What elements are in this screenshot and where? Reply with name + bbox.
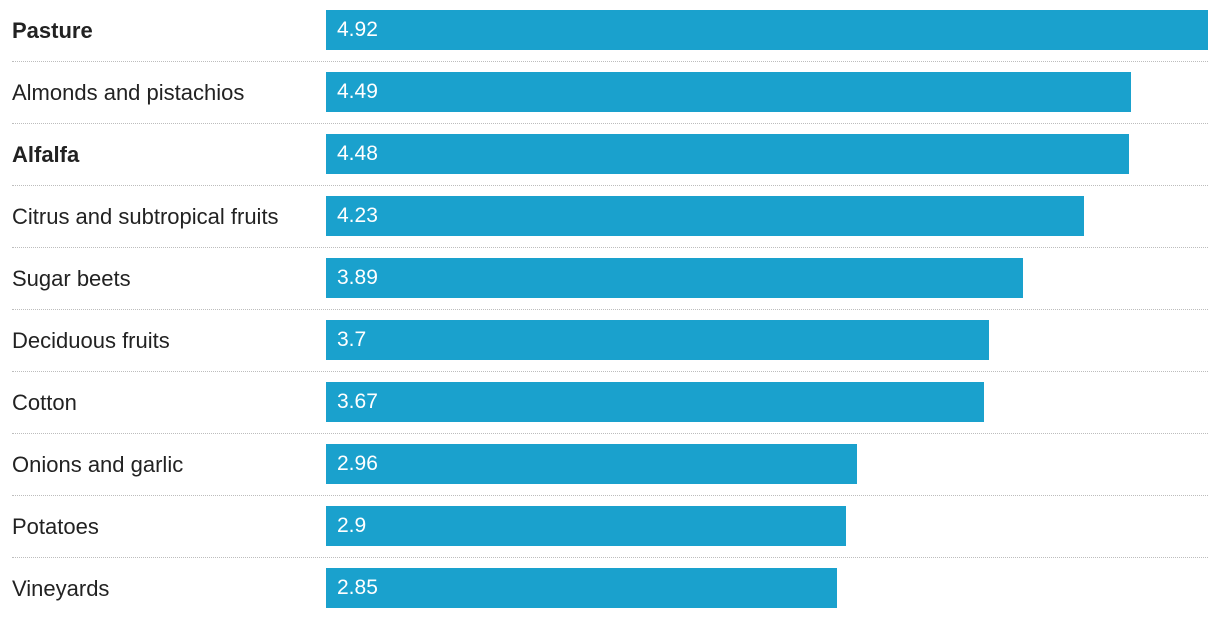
bar-value-label: 2.96 [337, 452, 378, 475]
bar-value-label: 2.85 [337, 576, 378, 599]
row-divider [12, 309, 1208, 310]
bar: 3.7 [326, 320, 989, 360]
bar-value-label: 4.48 [337, 142, 378, 165]
row-divider [12, 123, 1208, 124]
category-label: Deciduous fruits [12, 328, 170, 353]
category-label: Almonds and pistachios [12, 80, 245, 105]
chart-row: Deciduous fruits 3.7 [0, 310, 1208, 372]
row-divider [12, 495, 1208, 496]
row-divider [12, 433, 1208, 434]
bar-value-label: 2.9 [337, 514, 367, 537]
row-divider [12, 61, 1208, 62]
bar-value-label: 4.23 [337, 204, 378, 227]
chart-row: Almonds and pistachios 4.49 [0, 62, 1208, 124]
row-divider [12, 371, 1208, 372]
category-label: Alfalfa [12, 142, 80, 167]
category-label: Vineyards [12, 576, 110, 601]
bar: 4.23 [326, 196, 1084, 236]
category-label: Potatoes [12, 514, 99, 539]
bar: 2.96 [326, 444, 857, 484]
chart-row: Citrus and subtropical fruits 4.23 [0, 186, 1208, 248]
bar: 4.48 [326, 134, 1129, 174]
bar-value-label: 3.89 [337, 266, 378, 289]
bar-value-label: 3.67 [337, 390, 378, 413]
row-divider [12, 557, 1208, 558]
chart-row: Cotton 3.67 [0, 372, 1208, 434]
category-label: Cotton [12, 390, 77, 415]
bar: 2.9 [326, 506, 846, 546]
chart-row: Sugar beets 3.89 [0, 248, 1208, 310]
bar: 4.92 [326, 10, 1208, 50]
chart-row: Potatoes 2.9 [0, 496, 1208, 558]
bar: 4.49 [326, 72, 1131, 112]
category-label: Onions and garlic [12, 452, 184, 477]
category-label: Citrus and subtropical fruits [12, 204, 279, 229]
bar-value-label: 4.49 [337, 80, 378, 103]
chart-row: Vineyards 2.85 [0, 558, 1208, 620]
chart-row: Alfalfa 4.48 [0, 124, 1208, 186]
row-divider [12, 185, 1208, 186]
bar: 3.89 [326, 258, 1023, 298]
chart-row: Pasture 4.92 [0, 0, 1208, 62]
category-label: Pasture [12, 18, 93, 43]
bar-value-label: 3.7 [337, 328, 367, 351]
category-label: Sugar beets [12, 266, 131, 291]
bar-value-label: 4.92 [337, 18, 378, 41]
bar: 3.67 [326, 382, 984, 422]
row-divider [12, 247, 1208, 248]
bar: 2.85 [326, 568, 837, 608]
chart-row: Onions and garlic 2.96 [0, 434, 1208, 496]
